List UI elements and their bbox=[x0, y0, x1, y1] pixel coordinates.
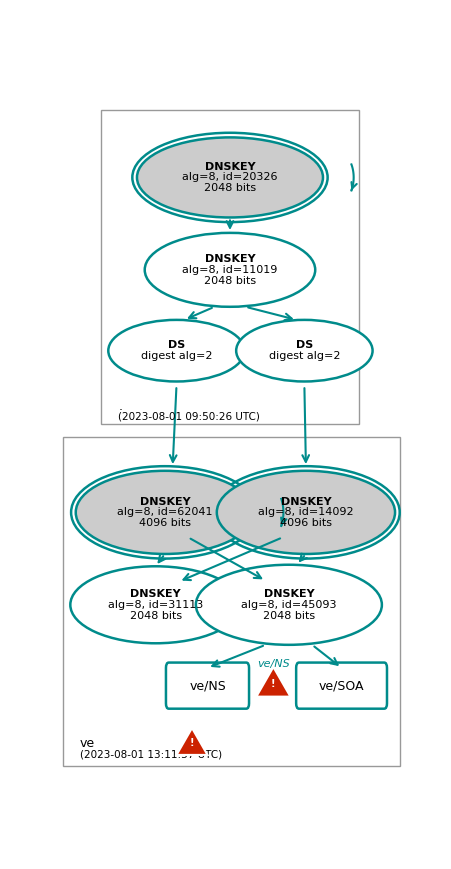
Ellipse shape bbox=[76, 471, 254, 554]
FancyBboxPatch shape bbox=[166, 662, 249, 709]
Text: DNSKEY: DNSKEY bbox=[281, 496, 331, 507]
Text: (2023-08-01 09:50:26 UTC): (2023-08-01 09:50:26 UTC) bbox=[118, 411, 260, 421]
Text: DNSKEY: DNSKEY bbox=[139, 496, 190, 507]
Text: digest alg=2: digest alg=2 bbox=[141, 351, 212, 362]
Text: ve/SOA: ve/SOA bbox=[319, 680, 364, 692]
Text: .: . bbox=[118, 400, 122, 413]
Text: 2048 bits: 2048 bits bbox=[129, 611, 182, 620]
Text: DS: DS bbox=[168, 341, 185, 350]
Text: alg=8, id=31113: alg=8, id=31113 bbox=[108, 600, 203, 610]
Text: 4096 bits: 4096 bits bbox=[139, 518, 191, 528]
Text: (2023-08-01 13:11:57 UTC): (2023-08-01 13:11:57 UTC) bbox=[80, 750, 222, 760]
Text: 2048 bits: 2048 bits bbox=[263, 611, 315, 620]
Text: ve/NS: ve/NS bbox=[257, 659, 290, 669]
Ellipse shape bbox=[70, 567, 241, 643]
Polygon shape bbox=[176, 728, 207, 755]
Text: alg=8, id=11019: alg=8, id=11019 bbox=[182, 265, 278, 275]
Polygon shape bbox=[256, 667, 290, 697]
FancyBboxPatch shape bbox=[101, 110, 359, 424]
Text: digest alg=2: digest alg=2 bbox=[269, 351, 340, 362]
Ellipse shape bbox=[196, 565, 382, 645]
Text: DNSKEY: DNSKEY bbox=[205, 162, 255, 172]
Text: 4096 bits: 4096 bits bbox=[280, 518, 332, 528]
Text: DNSKEY: DNSKEY bbox=[205, 254, 255, 264]
Text: alg=8, id=20326: alg=8, id=20326 bbox=[182, 172, 278, 182]
Ellipse shape bbox=[145, 233, 315, 307]
FancyBboxPatch shape bbox=[63, 437, 400, 766]
Ellipse shape bbox=[217, 471, 395, 554]
Ellipse shape bbox=[108, 320, 245, 381]
Text: !: ! bbox=[190, 739, 194, 748]
Text: alg=8, id=14092: alg=8, id=14092 bbox=[258, 507, 354, 517]
FancyBboxPatch shape bbox=[296, 662, 387, 709]
Ellipse shape bbox=[236, 320, 373, 381]
Text: !: ! bbox=[271, 679, 276, 689]
Ellipse shape bbox=[137, 137, 323, 217]
Text: DNSKEY: DNSKEY bbox=[263, 589, 314, 599]
Text: ve: ve bbox=[80, 737, 95, 750]
Text: DS: DS bbox=[296, 341, 313, 350]
Text: 2048 bits: 2048 bits bbox=[204, 275, 256, 286]
Text: ve/NS: ve/NS bbox=[189, 680, 226, 692]
Text: 2048 bits: 2048 bits bbox=[204, 183, 256, 193]
Text: alg=8, id=62041: alg=8, id=62041 bbox=[117, 507, 212, 517]
Text: DNSKEY: DNSKEY bbox=[130, 589, 181, 599]
Text: alg=8, id=45093: alg=8, id=45093 bbox=[241, 600, 336, 610]
